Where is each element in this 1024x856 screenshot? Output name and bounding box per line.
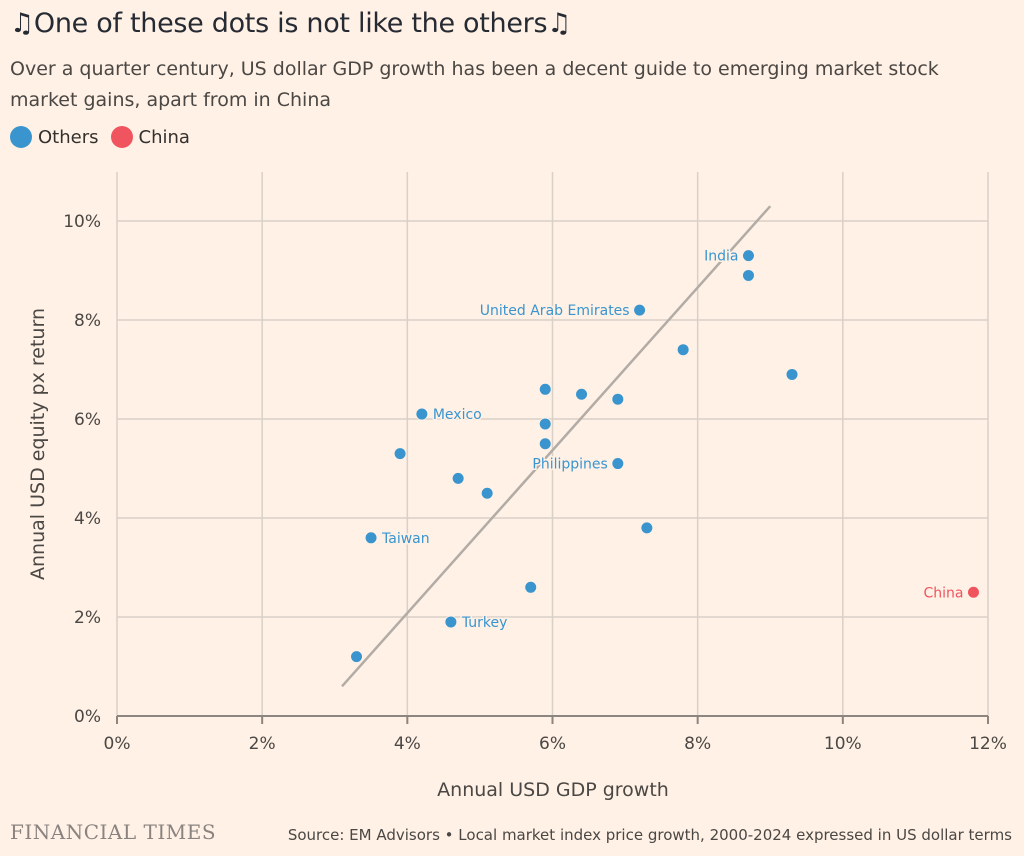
data-point-others bbox=[611, 392, 625, 406]
point-label-mexico: Mexico bbox=[433, 407, 482, 423]
x-tick-label: 4% bbox=[394, 734, 421, 754]
legend-label-others: Others bbox=[38, 126, 99, 148]
y-tick-label: 4% bbox=[74, 509, 101, 529]
point-label-india: India bbox=[704, 249, 738, 265]
x-tick-label: 8% bbox=[684, 734, 711, 754]
point-label-philippines: Philippines bbox=[532, 457, 607, 473]
data-point-others bbox=[538, 437, 552, 451]
data-point-others bbox=[741, 268, 755, 282]
trend-line bbox=[341, 205, 772, 688]
data-point-others bbox=[524, 580, 538, 594]
data-point-others bbox=[741, 249, 755, 263]
y-tick-label: 6% bbox=[74, 410, 101, 430]
point-label-united-arab-emirates: United Arab Emirates bbox=[480, 303, 630, 319]
legend-swatch-china bbox=[110, 126, 133, 148]
data-point-others bbox=[640, 521, 654, 535]
data-point-others bbox=[611, 457, 625, 471]
chart-subtitle: Over a quarter century, US dollar GDP gr… bbox=[10, 58, 939, 111]
data-point-others bbox=[480, 486, 494, 500]
data-point-others bbox=[350, 650, 364, 664]
data-point-china bbox=[966, 585, 980, 599]
legend-swatch-others bbox=[10, 126, 32, 148]
point-label-taiwan: Taiwan bbox=[381, 531, 430, 547]
x-tick-label: 6% bbox=[539, 734, 566, 754]
x-tick-label: 10% bbox=[824, 734, 862, 754]
data-point-others bbox=[451, 471, 465, 485]
data-point-others bbox=[393, 447, 407, 461]
data-point-others bbox=[444, 615, 458, 629]
point-label-china: China bbox=[923, 585, 963, 601]
y-tick-label: 2% bbox=[74, 608, 101, 628]
legend: Others China bbox=[10, 126, 202, 148]
x-tick-label: 2% bbox=[249, 734, 276, 754]
point-label-turkey: Turkey bbox=[461, 615, 508, 631]
x-axis-title: Annual USD GDP growth bbox=[437, 779, 669, 801]
y-tick-label: 10% bbox=[63, 212, 101, 232]
x-tick-label: 0% bbox=[104, 734, 131, 754]
y-tick-label: 0% bbox=[74, 707, 101, 727]
data-point-others bbox=[538, 417, 552, 431]
data-point-others bbox=[415, 407, 429, 421]
data-point-others bbox=[785, 367, 799, 381]
y-axis-title: Annual USD equity px return bbox=[27, 308, 49, 580]
y-tick-label: 8% bbox=[74, 311, 101, 331]
music-note-icon: ♫ bbox=[547, 8, 572, 39]
x-tick-label: 12% bbox=[969, 734, 1007, 754]
ft-logo: FINANCIAL TIMES bbox=[10, 820, 217, 844]
data-point-others bbox=[575, 387, 589, 401]
data-point-others bbox=[364, 531, 378, 545]
legend-item-china: China bbox=[110, 126, 190, 148]
legend-label-china: China bbox=[138, 126, 190, 148]
source-note: Source: EM Advisors • Local market index… bbox=[287, 826, 1012, 844]
data-point-others bbox=[538, 382, 552, 396]
data-point-others bbox=[676, 343, 690, 357]
chart-title-text: One of these dots is not like the others bbox=[33, 8, 548, 39]
music-note-icon: ♫ bbox=[10, 8, 34, 39]
legend-item-others: Others bbox=[10, 126, 99, 148]
data-point-others bbox=[633, 303, 647, 317]
chart-title: ♫One of these dots is not like the other… bbox=[10, 8, 571, 39]
